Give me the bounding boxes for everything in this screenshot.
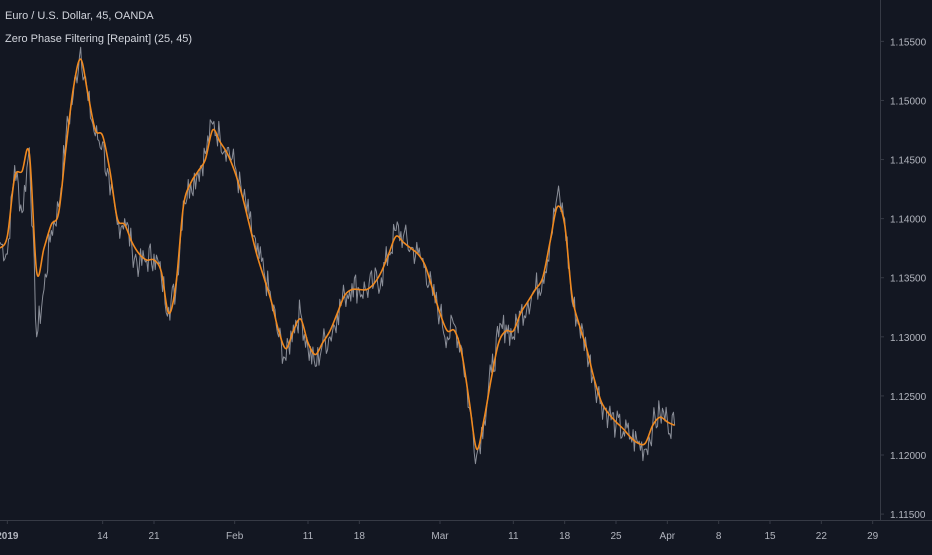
x-tick-label: 2019 xyxy=(0,531,19,542)
x-tick-label: 21 xyxy=(148,531,160,542)
y-tick-label: 1.12000 xyxy=(890,451,927,462)
x-tick-label: 22 xyxy=(816,531,828,542)
x-tick-label: Mar xyxy=(431,531,449,542)
time-axis[interactable]: 2019 14 21 Feb 11 18 Mar 11 18 25 Apr 8 15 22 29 xyxy=(0,520,879,542)
x-tick-label: Feb xyxy=(226,531,244,542)
x-tick-label: 18 xyxy=(559,531,571,542)
x-tick-label: 11 xyxy=(303,531,314,542)
y-tick-label: 1.15000 xyxy=(890,96,927,107)
y-tick-label: 1.12500 xyxy=(890,392,927,403)
x-tick-label: 18 xyxy=(354,531,366,542)
x-tick-label: 29 xyxy=(867,531,879,542)
symbol-title: Euro / U.S. Dollar, 45, OANDA xyxy=(5,10,154,22)
y-tick-label: 1.14000 xyxy=(890,215,927,226)
x-tick-label: 11 xyxy=(508,531,519,542)
plot-area[interactable] xyxy=(0,46,676,465)
y-tick-label: 1.13000 xyxy=(890,333,927,344)
x-tick-label: 14 xyxy=(97,531,109,542)
x-tick-label: 8 xyxy=(716,531,722,542)
y-tick-label: 1.14500 xyxy=(890,156,927,167)
y-tick-label: 1.15500 xyxy=(890,37,927,48)
indicator-title: Zero Phase Filtering [Repaint] (25, 45) xyxy=(5,33,192,45)
x-tick-label: Apr xyxy=(660,531,676,542)
x-tick-label: 25 xyxy=(610,531,622,542)
y-tick-label: 1.11500 xyxy=(890,510,926,521)
zero-phase-filter-line xyxy=(0,58,676,450)
price-axis[interactable]: 1.15500 1.15000 1.14500 1.14000 1.13500 1.130… xyxy=(880,37,927,521)
y-tick-label: 1.13500 xyxy=(890,274,927,285)
x-tick-label: 15 xyxy=(764,531,776,542)
